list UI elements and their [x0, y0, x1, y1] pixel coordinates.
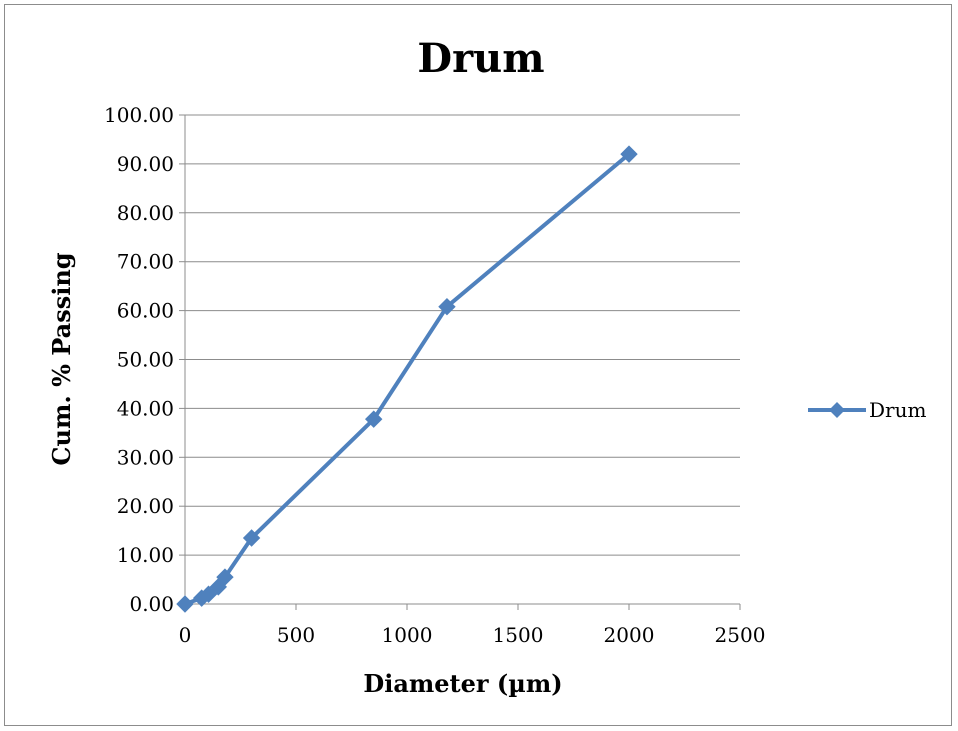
y-tick-label: 90.00 — [117, 152, 174, 176]
x-tick-label: 2000 — [604, 623, 655, 647]
data-point — [242, 529, 261, 547]
data-point — [438, 297, 456, 316]
axes — [184, 115, 741, 610]
y-tick-label: 50.00 — [117, 348, 174, 372]
series-drum — [176, 145, 638, 613]
y-tick-labels: 0.00 10.00 20.00 30.00 40.00 50.00 60.00 70.00 8… — [104, 103, 174, 616]
y-tick-label: 30.00 — [117, 445, 174, 469]
data-point — [364, 410, 383, 428]
y-axis-title: Cum. % Passing — [47, 252, 76, 465]
y-tick-label: 60.00 — [117, 299, 174, 323]
x-axis-title: Diameter (µm) — [363, 669, 562, 698]
data-point — [176, 595, 194, 613]
chart-title: Drum — [417, 35, 544, 82]
legend: Drum — [808, 398, 926, 422]
legend-marker — [829, 402, 845, 418]
data-point — [216, 568, 234, 586]
data-point — [620, 145, 638, 163]
legend-label: Drum — [869, 398, 926, 422]
y-tick-label: 0.00 — [129, 592, 174, 616]
chart-frame — [4, 4, 952, 726]
y-tick-label: 10.00 — [117, 543, 174, 567]
gridlines — [179, 114, 740, 605]
x-tick-label: 1500 — [493, 623, 544, 647]
y-tick-label: 80.00 — [117, 201, 174, 225]
y-tick-label: 100.00 — [104, 103, 174, 127]
x-tick-labels: 0 500 1000 1500 2000 2500 — [179, 623, 766, 647]
y-tick-label: 70.00 — [117, 250, 174, 274]
x-tick-label: 1000 — [382, 623, 433, 647]
y-tick-label: 40.00 — [117, 396, 174, 420]
data-point — [199, 585, 218, 603]
y-tick-label: 20.00 — [117, 494, 174, 518]
x-tick-label: 0 — [179, 623, 192, 647]
x-tick-label: 500 — [277, 623, 315, 647]
x-tick-label: 2500 — [715, 623, 766, 647]
